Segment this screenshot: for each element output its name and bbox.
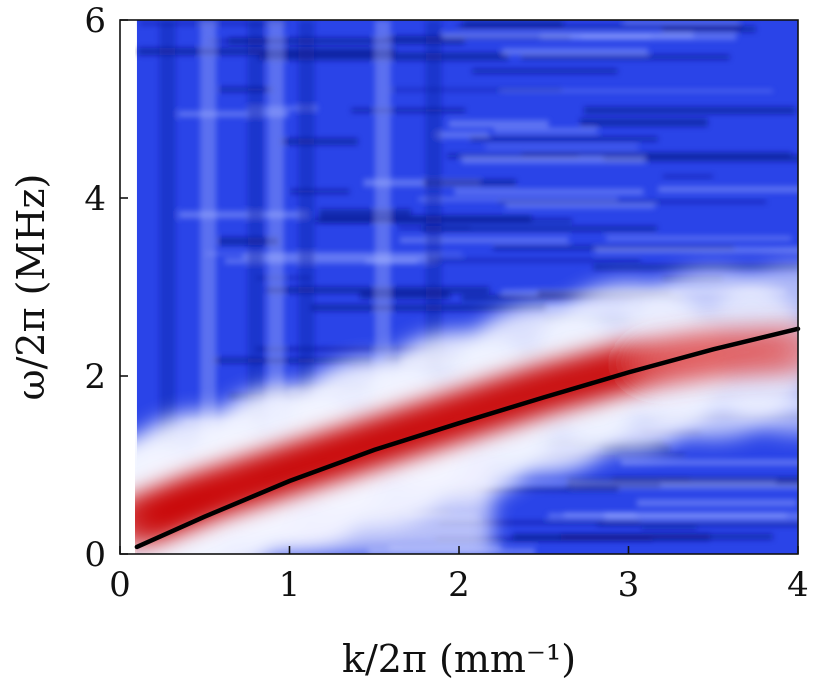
x-axis-label: k/2π (mm⁻¹) [342,637,576,681]
heatmap-stripe [359,291,450,300]
heatmap-stripe [623,20,740,24]
heatmap-stripe [421,226,657,232]
heatmap-column [159,20,176,474]
heatmap-stripe [318,215,532,223]
heatmap-stripe [454,188,644,195]
heatmap-stripe [363,178,481,187]
heatmap-stripe [218,87,273,92]
heatmap-stripe [461,155,646,164]
heatmap-stripe [255,347,447,351]
heatmap-stripe [477,487,619,492]
heatmap-stripe [461,294,682,301]
heatmap-stripe [612,477,798,483]
heatmap-stripe [390,88,563,91]
heatmap-stripe [365,258,418,264]
heatmap-stripe [256,276,312,280]
heatmap-stripe [493,127,598,133]
heatmap-column [247,20,264,474]
heatmap-stripe [498,200,767,204]
heatmap-stripe [224,258,438,264]
heatmap-stripe [178,211,308,219]
heatmap-stripe [137,47,396,56]
heatmap-stripe [435,131,490,139]
heatmap-stripe [319,209,412,215]
x-axis-ticks: 0 1 2 3 4 [109,546,809,605]
heatmap-stripe [570,482,798,490]
heatmap-stripe [641,526,697,530]
heatmap-stripe [593,264,798,271]
heatmap-stripe [456,25,743,29]
heatmap-stripe [423,179,517,186]
heatmap-stripe [521,152,792,157]
heatmap-stripe [663,175,713,178]
heatmap-stripe [472,68,618,74]
heatmap-stripe [442,32,694,39]
y-tick-label: 6 [84,1,106,41]
heatmap-column [200,20,217,474]
x-tick-label: 0 [109,565,131,605]
heatmap-stripe [567,482,662,488]
heatmap-stripe [596,522,798,527]
heatmap-stripe [584,107,796,114]
y-tick-label: 2 [84,357,106,397]
heatmap-stripe [606,236,792,241]
heatmap-stripe [463,20,564,28]
heatmap-stripe [213,357,373,364]
heatmap [135,20,798,554]
x-tick-label: 2 [448,565,470,605]
heatmap-stripe [662,26,756,33]
heatmap-stripe [482,480,777,485]
y-tick-label: 0 [84,535,106,575]
heatmap-stripe [658,186,798,193]
y-axis-ticks: 0 2 4 6 [84,1,128,575]
heatmap-stripe [548,513,787,519]
heatmap-stripe [636,499,798,507]
heatmap-stripe [580,118,708,127]
dispersion-curve [134,326,801,550]
heatmap-stripe [228,37,465,45]
heatmap-stripe [581,35,651,39]
heatmap-stripe [438,521,641,525]
heatmap-stripe [500,89,773,93]
heatmap-stripe [513,533,711,541]
heatmap-column [298,20,315,474]
heatmap-stripe [595,246,798,254]
y-axis-label: ω/2π (MHz) [9,174,53,401]
heatmap-stripe [521,54,730,60]
y-tick-label: 4 [84,179,106,219]
heatmap-stripe [205,252,463,255]
heatmap-stripe [621,459,798,466]
heatmap-stripe [351,108,466,113]
heatmap-stripe [485,145,638,149]
x-tick-label: 1 [279,565,301,605]
heatmap-stripe [505,203,656,209]
heatmap-stripe [280,138,358,145]
heatmap-column [267,20,284,474]
heatmap-stripe [242,253,441,260]
heatmap-stripe [178,111,290,117]
x-tick-label: 4 [787,565,809,605]
heatmap-stripe [290,189,350,194]
heatmap-stripe [418,197,618,201]
x-tick-label: 3 [618,565,640,605]
heatmap-stripe [399,237,569,243]
heatmap-stripe [470,136,658,142]
heatmap-stripe [502,48,648,55]
heatmap-stripe [448,120,549,128]
heatmap-stripe [428,259,641,262]
heatmap-stripe [603,155,798,162]
